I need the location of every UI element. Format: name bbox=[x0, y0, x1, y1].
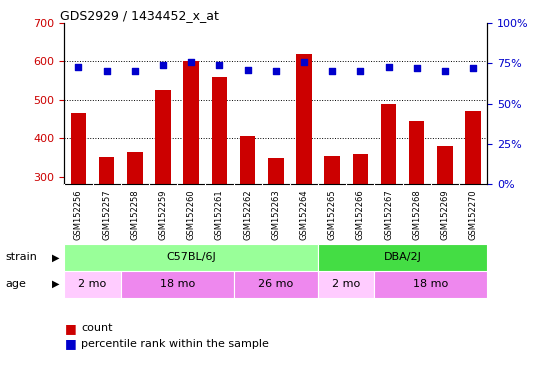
Point bbox=[215, 62, 224, 68]
Bar bbox=[318, 271, 375, 298]
Bar bbox=[99, 157, 114, 184]
Bar bbox=[64, 244, 318, 271]
Bar bbox=[240, 136, 255, 184]
Text: GSM152264: GSM152264 bbox=[300, 189, 309, 240]
Text: GSM152266: GSM152266 bbox=[356, 189, 365, 240]
Text: ▶: ▶ bbox=[52, 279, 59, 289]
Text: 2 mo: 2 mo bbox=[332, 279, 361, 289]
Point bbox=[412, 65, 421, 71]
Point bbox=[300, 59, 309, 65]
Point bbox=[158, 62, 167, 68]
Text: GSM152269: GSM152269 bbox=[440, 189, 450, 240]
Text: GSM152256: GSM152256 bbox=[74, 189, 83, 240]
Bar bbox=[465, 111, 481, 184]
Text: 26 mo: 26 mo bbox=[258, 279, 293, 289]
Text: GSM152265: GSM152265 bbox=[328, 189, 337, 240]
Text: DBA/2J: DBA/2J bbox=[384, 252, 422, 262]
Text: GSM152259: GSM152259 bbox=[158, 189, 167, 240]
Bar bbox=[296, 54, 312, 184]
Text: GSM152258: GSM152258 bbox=[130, 189, 139, 240]
Bar bbox=[155, 90, 171, 184]
Text: GSM152263: GSM152263 bbox=[271, 189, 281, 240]
Point bbox=[440, 68, 449, 74]
Bar bbox=[234, 271, 318, 298]
Text: percentile rank within the sample: percentile rank within the sample bbox=[81, 339, 269, 349]
Text: 18 mo: 18 mo bbox=[160, 279, 195, 289]
Point bbox=[74, 63, 83, 70]
Point bbox=[130, 68, 139, 74]
Bar bbox=[375, 271, 487, 298]
Bar bbox=[381, 104, 396, 184]
Bar bbox=[324, 156, 340, 184]
Bar bbox=[437, 146, 452, 184]
Point bbox=[102, 68, 111, 74]
Text: GSM152257: GSM152257 bbox=[102, 189, 111, 240]
Text: GSM152268: GSM152268 bbox=[412, 189, 421, 240]
Bar bbox=[268, 158, 283, 184]
Bar bbox=[121, 271, 234, 298]
Text: count: count bbox=[81, 323, 113, 333]
Bar bbox=[71, 113, 86, 184]
Point bbox=[328, 68, 337, 74]
Text: ■: ■ bbox=[64, 322, 76, 335]
Bar bbox=[184, 61, 199, 184]
Text: strain: strain bbox=[6, 252, 38, 262]
Bar bbox=[353, 154, 368, 184]
Point bbox=[469, 65, 478, 71]
Point bbox=[271, 68, 280, 74]
Point bbox=[243, 67, 252, 73]
Text: GSM152267: GSM152267 bbox=[384, 189, 393, 240]
Bar bbox=[64, 271, 121, 298]
Bar bbox=[127, 152, 143, 184]
Text: ▶: ▶ bbox=[52, 252, 59, 262]
Point bbox=[384, 63, 393, 70]
Bar bbox=[409, 121, 424, 184]
Text: GSM152270: GSM152270 bbox=[469, 189, 478, 240]
Text: C57BL/6J: C57BL/6J bbox=[166, 252, 216, 262]
Point bbox=[356, 68, 365, 74]
Text: GDS2929 / 1434452_x_at: GDS2929 / 1434452_x_at bbox=[60, 9, 219, 22]
Text: ■: ■ bbox=[64, 337, 76, 350]
Bar bbox=[212, 77, 227, 184]
Text: 2 mo: 2 mo bbox=[78, 279, 107, 289]
Text: GSM152262: GSM152262 bbox=[243, 189, 252, 240]
Point bbox=[187, 59, 196, 65]
Text: GSM152261: GSM152261 bbox=[215, 189, 224, 240]
Text: 18 mo: 18 mo bbox=[413, 279, 449, 289]
Text: age: age bbox=[6, 279, 26, 289]
Text: GSM152260: GSM152260 bbox=[186, 189, 196, 240]
Bar bbox=[318, 244, 487, 271]
